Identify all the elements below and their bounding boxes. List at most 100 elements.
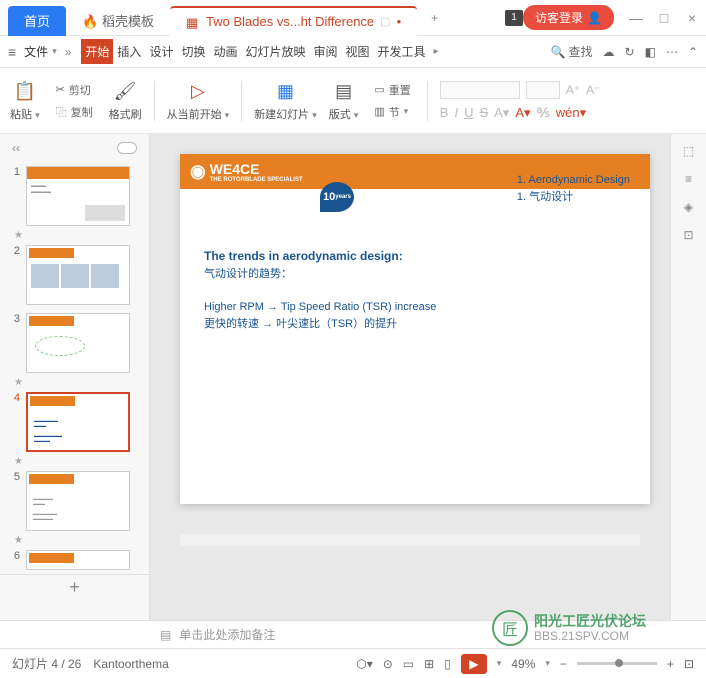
collapse-left-icon[interactable]: ‹‹ <box>12 141 20 155</box>
collapse-ribbon-icon[interactable]: ⌃ <box>688 45 698 59</box>
zoom-value[interactable]: 49% <box>511 657 535 671</box>
divider <box>427 81 428 121</box>
copy-icon: ⿻ <box>56 104 67 120</box>
star-icon: ★ <box>14 377 149 388</box>
watermark: 匠 阳光工匠光伏论坛 BBS.21SPV.COM <box>492 610 646 646</box>
slide-thumb-5[interactable]: 5 ▬▬▬▬▬▬▬▬▬▬▬▬▬▬▬▬▬▬▬ <box>0 467 149 535</box>
underline-button[interactable]: U <box>464 105 473 121</box>
ribbon-tab-view[interactable]: 视图 <box>342 39 374 64</box>
slideshow-button[interactable]: ▶ <box>461 654 487 674</box>
from-current-button[interactable]: ▷ 从当前开始 ▾ <box>167 80 230 122</box>
thumb-view-toggle[interactable] <box>117 142 137 154</box>
chevron-down-icon: ▾ <box>497 658 502 669</box>
fontsize-select[interactable] <box>526 81 560 99</box>
skin-icon[interactable]: ◧ <box>645 45 656 59</box>
highlight-button[interactable]: A▾ <box>494 105 509 121</box>
format-painter-button[interactable]: 🖌 格式刷 <box>109 80 142 122</box>
cloud-icon[interactable]: ☁ <box>603 45 615 59</box>
shrink-font-icon[interactable]: A⁻ <box>586 83 600 97</box>
reset-button[interactable]: ▭重置 <box>370 80 414 100</box>
grow-font-icon[interactable]: A⁺ <box>566 83 580 97</box>
tab-home[interactable]: 首页 <box>8 6 66 36</box>
slide-canvas[interactable]: ◉ WE4CE THE ROTORBLADE SPECIALIST 10year… <box>150 134 670 620</box>
heading-en: The trends in aerodynamic design: <box>204 249 626 263</box>
strike-button[interactable]: S <box>479 105 488 121</box>
ribbon-tab-design[interactable]: 设计 <box>145 39 177 64</box>
slide-thumb-1[interactable]: 1 ▬▬▬▬▬▬▬ <box>0 162 149 230</box>
add-slide-button[interactable]: + <box>0 574 149 600</box>
add-tab-button[interactable]: + <box>417 11 452 25</box>
ribbon-tab-slideshow[interactable]: 幻灯片放映 <box>241 39 309 64</box>
shield-icon: 匠 <box>492 610 528 646</box>
notes-icon: ▤ <box>160 628 171 642</box>
fit-button[interactable]: ⊡ <box>684 657 694 671</box>
tab-document[interactable]: ▦ Two Blades vs...ht Difference ▢ • <box>170 6 417 36</box>
line1-cn: 更快的转速 → 叶尖速比（TSR）的提升 <box>204 315 626 331</box>
reading-view-icon[interactable]: ▯ <box>444 657 451 671</box>
format-pane-icon[interactable]: ⬚ <box>683 144 694 158</box>
animation-pane-icon[interactable]: ◈ <box>684 200 693 214</box>
clear-format-icon[interactable]: ℁ <box>537 105 550 121</box>
section-icon: ▥ <box>374 105 384 118</box>
paste-button[interactable]: 📋 粘贴 ▾ <box>10 80 40 122</box>
ribbon-tab-insert[interactable]: 插入 <box>113 39 145 64</box>
slide-body: The trends in aerodynamic design: 气动设计的趋… <box>180 189 650 331</box>
zoom-slider[interactable] <box>577 662 657 665</box>
slide-toc: 1. Aerodynamic Design 1. 气动设计 <box>517 172 630 205</box>
zoom-in-button[interactable]: + <box>667 657 674 671</box>
cut-button[interactable]: ✂剪切 <box>52 80 97 100</box>
star-icon: ★ <box>14 230 149 241</box>
zoom-out-button[interactable]: − <box>560 657 567 671</box>
divider <box>154 81 155 121</box>
sync-icon[interactable]: ↻ <box>625 45 635 59</box>
tab-templates[interactable]: 🔥 稻壳模板 <box>66 6 170 36</box>
star-icon: ★ <box>14 535 149 546</box>
3d-icon[interactable]: ⬡▾ <box>356 657 373 671</box>
sorter-view-icon[interactable]: ⊞ <box>424 657 434 671</box>
menu-icon[interactable]: ≡ <box>8 44 16 60</box>
scrollbar-horizontal[interactable] <box>180 534 640 546</box>
more-icon[interactable]: » <box>65 45 72 59</box>
phonetic-icon[interactable]: wén▾ <box>556 105 586 121</box>
line1-en: Higher RPM → Tip Speed Ratio (TSR) incre… <box>204 301 626 313</box>
logo: ◉ WE4CE THE ROTORBLADE SPECIALIST <box>190 161 303 183</box>
selection-pane-icon[interactable]: ⊡ <box>683 228 693 242</box>
right-toolbar: ⬚ ≡ ◈ ⊡ <box>670 134 706 620</box>
presentation-icon: ▦ <box>186 15 200 29</box>
slide-thumb-6[interactable]: 6 <box>0 546 149 574</box>
copy-button[interactable]: ⿻复制 <box>52 102 97 122</box>
star-icon: ★ <box>14 456 149 467</box>
ribbon-overflow-icon[interactable]: ▸ <box>434 46 439 57</box>
section-button[interactable]: ▥节 ▾ <box>370 102 414 122</box>
slide-thumb-3[interactable]: 3 <box>0 309 149 377</box>
new-slide-button[interactable]: ▦ 新建幻灯片 ▾ <box>254 80 317 122</box>
search-icon: 🔍 <box>551 45 566 59</box>
maximize-button[interactable]: □ <box>650 10 678 26</box>
file-menu[interactable]: 文件 ▾ <box>18 43 63 60</box>
slide-counter: 幻灯片 4 / 26 <box>12 655 81 672</box>
login-button[interactable]: 访客登录 👤 <box>523 5 614 30</box>
ribbon-tab-dev[interactable]: 开发工具 <box>374 39 430 64</box>
layout-button[interactable]: ▤ 版式 ▾ <box>329 80 359 122</box>
slide-thumb-2[interactable]: 2 <box>0 241 149 309</box>
assist-icon[interactable]: ⊙ <box>383 657 393 671</box>
minimize-button[interactable]: — <box>622 10 650 26</box>
search-button[interactable]: 🔍 查找 <box>551 43 593 60</box>
template-icon: 🔥 <box>82 14 96 28</box>
spiral-icon: ◉ <box>190 161 206 182</box>
ribbon-tab-start[interactable]: 开始 <box>81 39 113 64</box>
ribbon-tab-transition[interactable]: 切换 <box>177 39 209 64</box>
play-icon: ▷ <box>186 80 210 104</box>
design-pane-icon[interactable]: ≡ <box>685 172 692 186</box>
font-select[interactable] <box>440 81 520 99</box>
close-button[interactable]: × <box>678 10 706 26</box>
italic-button[interactable]: I <box>454 105 458 121</box>
slide-thumb-4[interactable]: 4 ▬▬▬▬▬▬▬▬▬▬▬▬▬▬▬▬▬▬▬▬ <box>0 388 149 456</box>
menu-more-icon[interactable]: ⋯ <box>666 45 678 59</box>
ribbon-tab-animation[interactable]: 动画 <box>209 39 241 64</box>
ribbon-tab-review[interactable]: 审阅 <box>310 39 342 64</box>
fontcolor-button[interactable]: A▾ <box>515 105 530 121</box>
user-icon: 👤 <box>587 11 602 25</box>
normal-view-icon[interactable]: ▭ <box>403 657 414 671</box>
bold-button[interactable]: B <box>440 105 449 121</box>
